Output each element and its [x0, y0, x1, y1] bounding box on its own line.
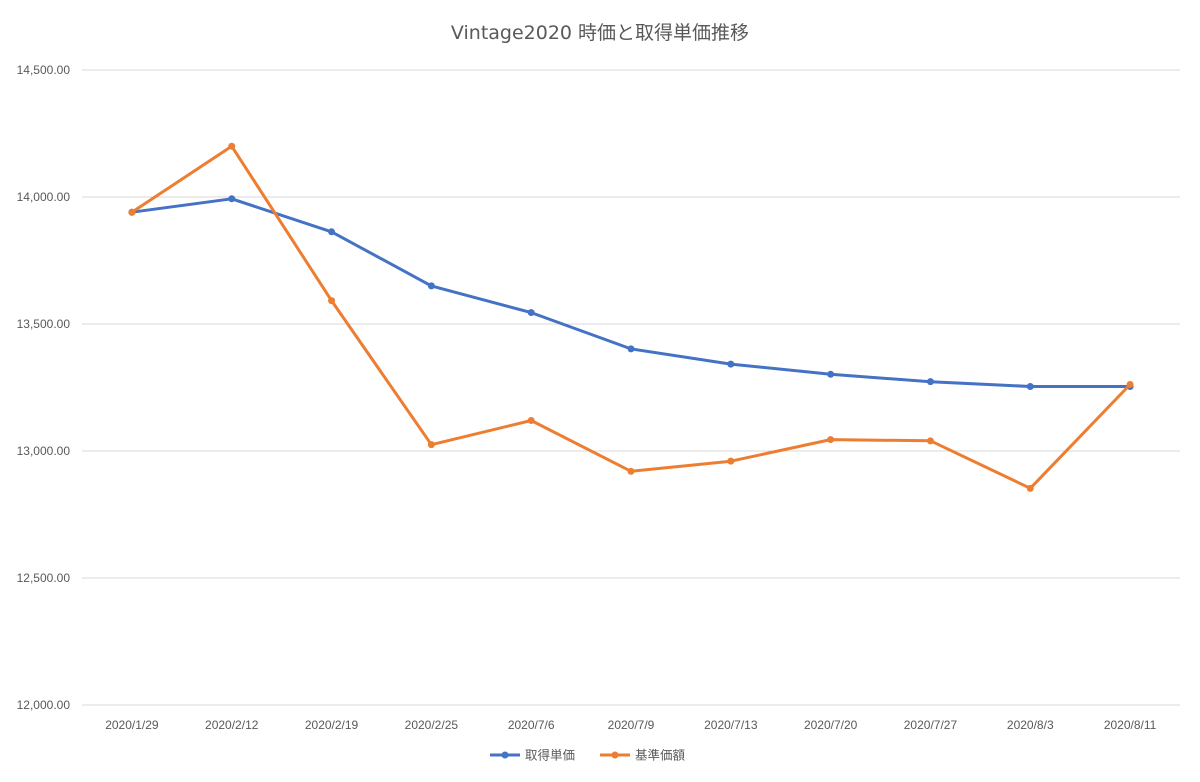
- legend-swatch-marker: [611, 751, 619, 759]
- data-point: [527, 309, 535, 317]
- series-1: [128, 195, 1134, 390]
- legend-label: 取得単価: [525, 748, 575, 763]
- y-axis-tick-labels: 12,000.00 12,500.00 13,000.00 13,500.00 14,0…: [17, 63, 71, 712]
- x-tick-label: 2020/7/27: [904, 718, 958, 732]
- data-point: [627, 467, 635, 475]
- legend: 取得単価 基準価額: [490, 748, 686, 763]
- data-point: [328, 297, 336, 305]
- legend-swatch-marker: [501, 751, 509, 759]
- series-line: [130, 144, 1132, 490]
- data-point: [727, 360, 735, 368]
- chart-title: Vintage2020 時価と取得単価推移: [450, 22, 750, 44]
- x-tick-label: 2020/1/29: [105, 718, 159, 732]
- x-tick-label: 2020/8/11: [1104, 718, 1157, 732]
- legend-label: 基準価額: [635, 748, 686, 763]
- data-point: [228, 142, 236, 150]
- data-point: [926, 437, 934, 445]
- data-point: [1126, 380, 1134, 388]
- y-tick-label: 14,000.00: [17, 190, 71, 204]
- y-tick-label: 14,500.00: [17, 63, 71, 77]
- data-point: [827, 436, 835, 444]
- x-axis-tick-labels: 2020/1/29 2020/2/12 2020/2/19 2020/2/25 2020…: [105, 718, 1156, 732]
- series-line: [130, 197, 1132, 388]
- series-lines: [128, 142, 1134, 492]
- y-tick-label: 12,500.00: [17, 571, 71, 585]
- data-point: [328, 228, 336, 236]
- x-tick-label: 2020/2/12: [205, 718, 259, 732]
- data-point: [1026, 484, 1034, 492]
- data-point: [427, 282, 435, 290]
- data-point: [1026, 382, 1034, 390]
- y-tick-label: 13,500.00: [17, 317, 71, 331]
- x-tick-label: 2020/7/13: [704, 718, 758, 732]
- data-point: [926, 378, 934, 386]
- series-2: [128, 142, 1134, 492]
- gridlines: [82, 69, 1180, 706]
- x-tick-label: 2020/7/9: [608, 718, 655, 732]
- legend-item: 基準価額: [600, 748, 686, 763]
- data-point: [627, 345, 635, 353]
- data-point: [228, 195, 236, 203]
- data-point: [727, 457, 735, 465]
- y-tick-label: 12,000.00: [17, 698, 71, 712]
- data-point: [527, 417, 535, 425]
- data-point: [827, 370, 835, 378]
- x-tick-label: 2020/7/20: [804, 718, 858, 732]
- x-tick-label: 2020/7/6: [508, 718, 555, 732]
- legend-item: 取得単価: [490, 748, 575, 763]
- x-tick-label: 2020/8/3: [1007, 718, 1054, 732]
- data-point: [128, 208, 136, 216]
- x-tick-label: 2020/2/25: [405, 718, 459, 732]
- x-tick-label: 2020/2/19: [305, 718, 359, 732]
- y-tick-label: 13,000.00: [17, 444, 71, 458]
- data-point: [427, 441, 435, 449]
